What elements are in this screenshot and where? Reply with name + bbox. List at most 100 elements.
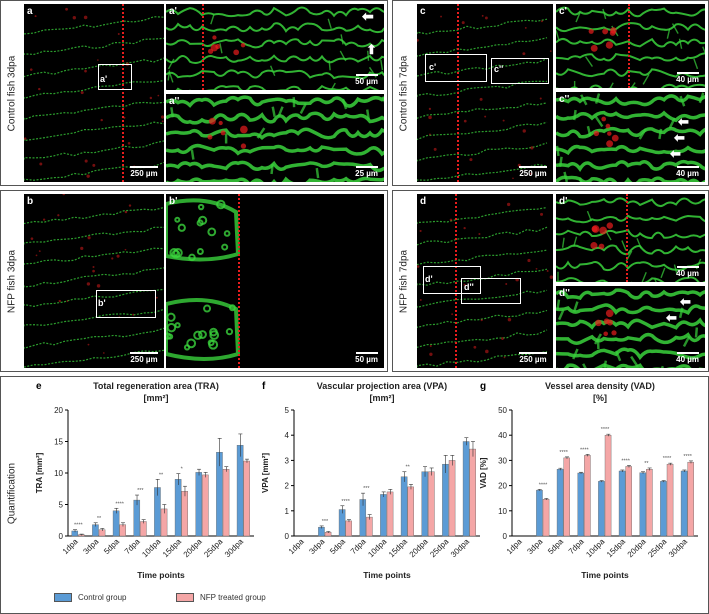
arrow-icon: ⬅ <box>666 310 677 325</box>
bar <box>577 472 585 537</box>
bar <box>687 461 694 537</box>
x-tick-label: 25dpa <box>646 537 668 559</box>
frame-quantification <box>0 376 709 614</box>
bar <box>140 521 147 537</box>
y-axis-label: TRA [mm²] <box>35 452 44 493</box>
chart-title: Total regeneration area (TRA) <box>93 381 219 391</box>
x-tick-label: 20dpa <box>182 537 204 559</box>
x-tick-label: 5dpa <box>328 537 347 556</box>
y-tick-label: 50 <box>498 406 507 415</box>
bar <box>338 509 346 537</box>
fin-rays-image <box>24 7 164 181</box>
x-axis-label: Time points <box>137 570 185 580</box>
bar <box>400 476 408 537</box>
bar <box>469 448 476 537</box>
x-tick-label: 15dpa <box>387 537 409 559</box>
bar <box>133 499 141 537</box>
significance-label: **** <box>115 501 124 507</box>
y-tick-label: 3 <box>285 456 290 465</box>
row-label-quantification: Quantification <box>6 462 18 525</box>
y-tick-label: 0 <box>285 532 290 541</box>
y-tick-label: 10 <box>498 507 507 516</box>
bar <box>660 481 667 537</box>
x-tick-label: 15dpa <box>605 537 627 559</box>
micrograph-a: a' a 250 µm <box>24 4 164 182</box>
panel-label-c2: c'' <box>559 94 570 105</box>
y-axis-label: VPA [mm²] <box>261 453 270 493</box>
panel-label-c1: c' <box>559 6 567 17</box>
y-tick-label: 1 <box>285 507 290 516</box>
y-tick-label: 2 <box>285 482 290 491</box>
bar <box>448 460 456 537</box>
panel-label-d1: d' <box>559 196 568 207</box>
bar <box>407 486 414 537</box>
bar <box>318 526 325 537</box>
vessel-network-image <box>556 6 705 88</box>
inset-box-d1 <box>423 266 481 294</box>
significance-label: * <box>181 467 184 473</box>
inset-label-d1: d' <box>425 274 433 284</box>
inset-label-c2: c'' <box>494 64 504 74</box>
scalebar-50: 50 µm <box>355 352 378 364</box>
significance-label: ** <box>406 465 411 471</box>
y-tick-label: 4 <box>285 431 290 440</box>
panel-label-a1: a' <box>169 6 177 17</box>
arrow-icon: ⬅ <box>678 114 689 129</box>
scalebar-250: 250 µm <box>130 166 158 178</box>
panel-label-a: a <box>27 6 33 17</box>
amputation-line <box>626 194 628 282</box>
bar <box>428 471 435 537</box>
y-tick-label: 20 <box>498 482 507 491</box>
panel-label-c: c <box>420 6 426 17</box>
x-tick-label: 7dpa <box>567 537 586 556</box>
x-tick-label: 25dpa <box>428 537 450 559</box>
scalebar-40: 40 µm <box>676 266 699 278</box>
arrow-icon: ⬆ <box>366 42 377 57</box>
scalebar-250: 250 µm <box>519 166 547 178</box>
x-tick-label: 25dpa <box>202 537 224 559</box>
y-tick-label: 40 <box>498 431 507 440</box>
bar <box>386 491 394 537</box>
x-tick-label: 1dpa <box>505 537 524 556</box>
significance-label: ** <box>159 472 164 478</box>
x-tick-label: 20dpa <box>626 537 648 559</box>
fin-rays-image <box>417 202 553 368</box>
panel-label-b: b <box>27 196 34 207</box>
x-tick-label: 5dpa <box>546 537 565 556</box>
x-axis-label: Time points <box>363 570 411 580</box>
scalebar-40: 40 µm <box>676 166 699 178</box>
micrograph-d2: d'' ⬅ ⬅ 40 µm <box>556 286 705 368</box>
significance-label: **** <box>559 450 568 456</box>
micrograph-b1: b' 50 µm <box>166 194 384 368</box>
bar <box>618 470 626 537</box>
bar <box>536 489 543 537</box>
x-tick-label: 1dpa <box>61 537 80 556</box>
bar <box>195 472 203 537</box>
chart-panel-letter: g <box>480 381 486 392</box>
x-tick-label: 10dpa <box>140 537 162 559</box>
row-label-control-3dpa: Control fish 3dpa <box>6 55 18 132</box>
significance-label: *** <box>137 488 144 494</box>
y-tick-label: 15 <box>54 438 63 447</box>
bar <box>639 472 647 537</box>
bar <box>604 435 612 537</box>
significance-label: ** <box>644 461 649 467</box>
bar <box>202 474 209 537</box>
significance-label: **** <box>621 458 630 464</box>
bar <box>236 445 244 537</box>
significance-label: **** <box>341 499 350 505</box>
significance-label: *** <box>363 486 370 492</box>
x-tick-label: 10dpa <box>584 537 606 559</box>
chart-vad: Vessel area density (VAD) [%] g 0 10 20 30 40 50… <box>476 378 708 584</box>
legend-swatch-nfp <box>176 593 194 602</box>
scalebar-250: 250 µm <box>519 352 547 364</box>
x-tick-label: 7dpa <box>123 537 142 556</box>
x-tick-label: 10dpa <box>366 537 388 559</box>
fin-rays-image <box>417 14 552 181</box>
bar <box>646 469 653 537</box>
micrograph-c: c' c'' c 250 µm <box>417 4 553 182</box>
bar <box>598 481 605 537</box>
y-tick-label: 5 <box>285 406 290 415</box>
row-label-nfp-3dpa: NFP fish 3dpa <box>6 249 18 314</box>
chart-panel-letter: f <box>262 381 266 392</box>
